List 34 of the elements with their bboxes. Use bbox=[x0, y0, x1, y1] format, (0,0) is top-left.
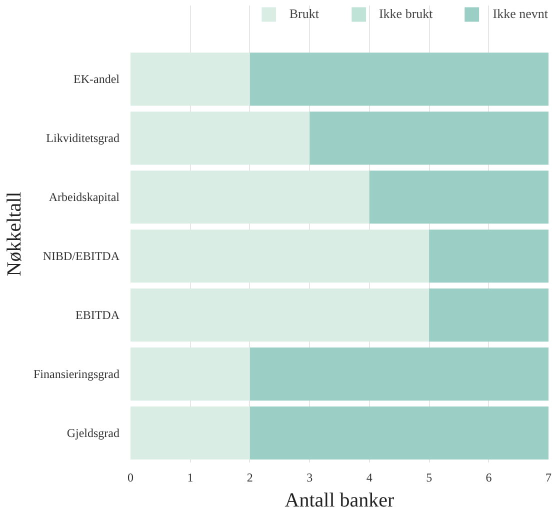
x-axis-title: Antall banker bbox=[284, 490, 395, 512]
bar bbox=[130, 230, 430, 283]
bar bbox=[250, 348, 548, 401]
y-axis-title: Nøkkeltall bbox=[4, 191, 26, 276]
legend-label: Ikke brukt bbox=[378, 6, 433, 22]
bar bbox=[250, 52, 548, 106]
y-tick-label: EK-andel bbox=[74, 72, 120, 86]
bar bbox=[429, 288, 548, 342]
bar bbox=[130, 348, 250, 401]
bar bbox=[130, 112, 310, 165]
x-tick-label: 3 bbox=[306, 470, 313, 484]
y-tick-label: Finansieringsgrad bbox=[34, 367, 120, 382]
bar bbox=[130, 406, 250, 460]
x-tick-label: 7 bbox=[546, 470, 552, 484]
y-tick-label: Arbeidskapital bbox=[48, 190, 120, 204]
bar bbox=[310, 112, 548, 165]
bar bbox=[369, 170, 548, 224]
x-tick-label: 1 bbox=[187, 470, 194, 484]
y-tick-label: Gjeldsgrad bbox=[66, 426, 120, 440]
x-tick-label: 6 bbox=[486, 470, 492, 484]
y-tick-label: NIBD/EBITDA bbox=[42, 249, 120, 264]
legend-label: Brukt bbox=[289, 6, 319, 22]
x-tick-label: 2 bbox=[246, 470, 253, 484]
bar bbox=[130, 288, 430, 342]
x-tick-label: 4 bbox=[366, 470, 372, 484]
y-tick-label: Likviditetsgrad bbox=[46, 131, 120, 146]
legend-label: Ikke nevnt bbox=[492, 6, 548, 22]
bar bbox=[130, 170, 370, 224]
y-tick-label: EBITDA bbox=[76, 308, 120, 322]
x-tick-label: 5 bbox=[426, 470, 432, 484]
x-tick-label: 0 bbox=[128, 470, 134, 484]
bar bbox=[250, 406, 548, 460]
bar bbox=[429, 230, 548, 283]
bar bbox=[130, 52, 250, 106]
